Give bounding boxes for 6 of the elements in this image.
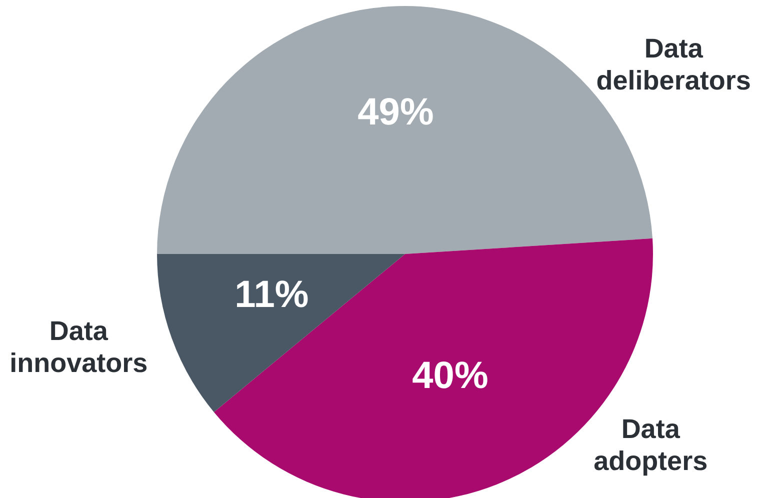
slice-label: Data deliberators xyxy=(596,33,751,96)
data-label: 49% xyxy=(358,92,434,134)
slice-label: Data innovators xyxy=(10,316,148,378)
data-label: 11% xyxy=(234,274,309,316)
slice-label: Data adopters xyxy=(594,414,708,476)
data-label: 40% xyxy=(412,354,488,397)
